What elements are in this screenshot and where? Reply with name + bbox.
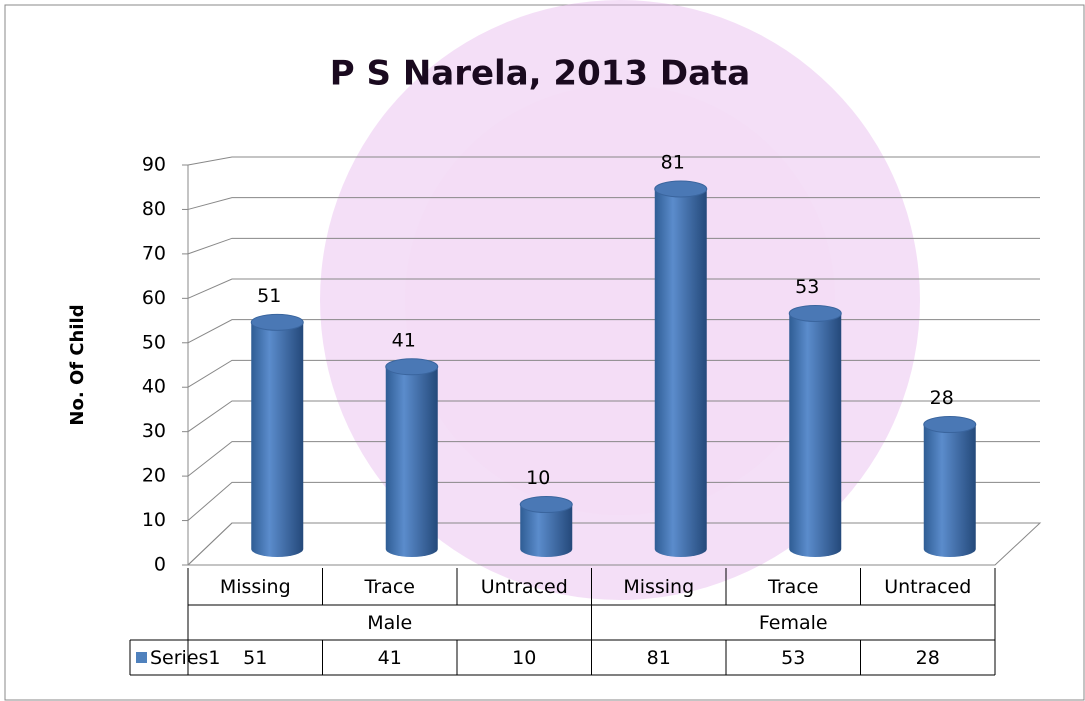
legend-swatch bbox=[136, 652, 147, 663]
grid-line bbox=[187, 197, 1040, 210]
y-tick-label: 0 bbox=[154, 554, 166, 576]
table-value: 81 bbox=[647, 647, 671, 669]
bar bbox=[789, 313, 842, 557]
grid-line bbox=[187, 481, 1040, 521]
bar-top bbox=[788, 304, 842, 322]
grid-line bbox=[187, 441, 1040, 477]
group-label: Male bbox=[367, 612, 412, 634]
y-tick-label: 40 bbox=[142, 376, 166, 398]
table-value: 51 bbox=[243, 647, 267, 669]
watermark-inner bbox=[405, 85, 835, 515]
grid-line bbox=[187, 522, 1040, 566]
grid-line bbox=[187, 237, 1040, 255]
x-tick-label: Untraced bbox=[481, 576, 568, 598]
x-tick-label: Trace bbox=[767, 576, 818, 598]
data-label: 41 bbox=[392, 329, 416, 351]
data-label: 81 bbox=[661, 152, 685, 174]
bar-top bbox=[385, 358, 439, 376]
legend-label: Series1 bbox=[150, 647, 221, 669]
x-tick-label: Trace bbox=[364, 576, 415, 598]
bar-top bbox=[519, 496, 573, 514]
bar-top bbox=[654, 180, 708, 198]
bar bbox=[654, 189, 707, 557]
data-label: 10 bbox=[526, 467, 550, 489]
grid-line bbox=[187, 156, 1040, 166]
bar bbox=[385, 366, 438, 557]
grid-line bbox=[187, 319, 1040, 344]
bar-top bbox=[923, 416, 977, 434]
y-tick-label: 10 bbox=[142, 509, 166, 531]
bar-top bbox=[250, 313, 304, 331]
y-tick-label: 20 bbox=[142, 465, 166, 487]
grid-line bbox=[187, 359, 1040, 388]
data-label: 28 bbox=[930, 387, 954, 409]
chart-title: P S Narela, 2013 Data bbox=[330, 54, 750, 94]
grid-line bbox=[187, 278, 1040, 299]
data-label: 51 bbox=[257, 285, 281, 307]
x-tick-label: Missing bbox=[220, 576, 291, 598]
y-tick-label: 90 bbox=[142, 154, 166, 176]
y-axis-label: No. Of Child bbox=[67, 304, 88, 425]
table-value: 53 bbox=[781, 647, 805, 669]
x-tick-label: Missing bbox=[623, 576, 694, 598]
bar bbox=[251, 322, 304, 557]
bar bbox=[520, 504, 573, 557]
bar bbox=[923, 424, 976, 557]
y-tick-label: 60 bbox=[142, 287, 166, 309]
x-tick-label: Untraced bbox=[884, 576, 971, 598]
table-value: 10 bbox=[512, 647, 536, 669]
group-label: Female bbox=[759, 612, 828, 634]
y-tick-label: 80 bbox=[142, 198, 166, 220]
table-value: 28 bbox=[916, 647, 940, 669]
table-value: 41 bbox=[378, 647, 402, 669]
grid-line bbox=[187, 400, 1040, 433]
data-label: 53 bbox=[795, 276, 819, 298]
y-tick-label: 30 bbox=[142, 420, 166, 442]
y-tick-label: 50 bbox=[142, 331, 166, 353]
y-tick-label: 70 bbox=[142, 242, 166, 264]
